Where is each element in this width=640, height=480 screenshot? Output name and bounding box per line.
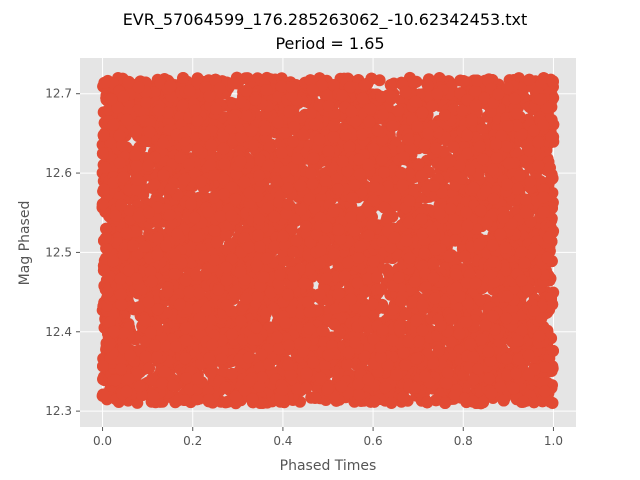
scatter-points (96, 71, 560, 410)
chart-subtitle: Period = 1.65 (275, 34, 384, 53)
chart-title: EVR_57064599_176.285263062_-10.62342453.… (123, 10, 528, 30)
